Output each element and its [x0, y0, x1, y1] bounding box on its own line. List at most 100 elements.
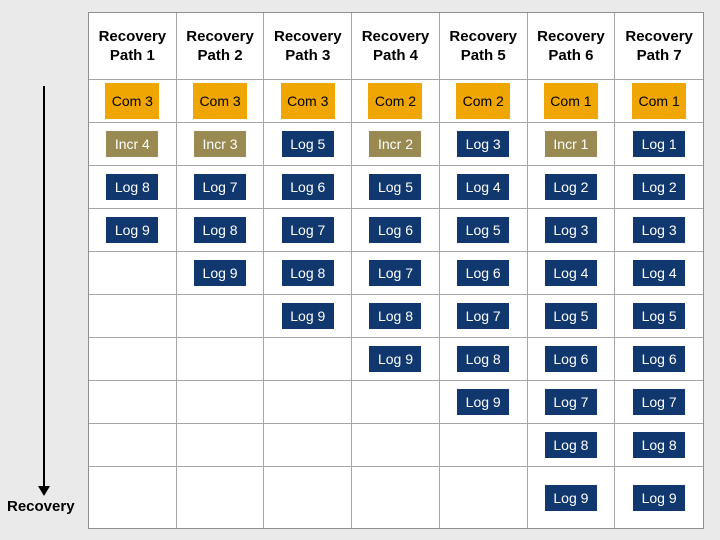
table-cell: Log 6: [264, 166, 353, 209]
table-cell: Incr 3: [176, 123, 265, 166]
log-box: Log 9: [369, 346, 422, 372]
table-cell: Incr 2: [352, 123, 440, 166]
table-cell: Incr 4: [89, 123, 177, 166]
table-cell: Log 8: [176, 209, 265, 252]
table-cell: Log 9: [176, 252, 265, 295]
table-cell: Log 5: [352, 166, 440, 209]
table-cell: Log 3: [615, 209, 703, 252]
table-cell: [439, 424, 528, 467]
log-box: Log 8: [457, 346, 510, 372]
log-box: Log 6: [457, 260, 510, 286]
table-cell: [89, 338, 177, 381]
com-box: Com 1: [632, 83, 687, 119]
com-box: Com 3: [105, 83, 160, 119]
log-box: Log 6: [369, 217, 422, 243]
table-cell: Log 9: [439, 381, 528, 424]
table-cell: Log 2: [615, 166, 703, 209]
log-box: Log 7: [281, 217, 334, 243]
table-cell: [176, 424, 265, 467]
table-cell: Log 3: [439, 123, 528, 166]
table-cell: [89, 381, 177, 424]
column-header: Recovery Path 1: [89, 13, 177, 80]
log-box: Log 9: [633, 484, 686, 511]
log-box: Log 7: [457, 303, 510, 329]
table-cell: Log 2: [527, 166, 616, 209]
table-cell: Log 5: [264, 123, 353, 166]
log-box: Log 8: [633, 432, 686, 458]
log-box: Log 7: [194, 174, 247, 200]
table-cell: Log 6: [352, 209, 440, 252]
log-box: Log 8: [544, 432, 597, 458]
table-cell: Log 9: [89, 209, 177, 252]
table-cell: [89, 295, 177, 338]
table-cell: Log 8: [89, 166, 177, 209]
table-cell: [176, 295, 265, 338]
table-cell: Log 5: [439, 209, 528, 252]
table-cell: [177, 467, 265, 528]
table-cell: Com 3: [264, 80, 353, 123]
log-box: Log 9: [457, 389, 510, 415]
log-box: Log 3: [544, 217, 597, 243]
log-box: Log 5: [633, 303, 686, 329]
table-cell: Incr 1: [527, 123, 616, 166]
table-cell: [352, 381, 440, 424]
table-cell: Log 6: [615, 338, 703, 381]
log-box: Log 2: [544, 174, 597, 200]
table-cell: Log 3: [527, 209, 616, 252]
table-cell: Com 2: [352, 80, 440, 123]
com-box: Com 3: [193, 83, 248, 119]
log-box: Log 3: [457, 131, 510, 157]
log-box: Log 8: [106, 174, 159, 200]
table-cell: Log 7: [176, 166, 265, 209]
log-box: Log 6: [544, 346, 597, 372]
table-cell: Log 9: [264, 295, 353, 338]
table-cell: Com 1: [615, 80, 703, 123]
com-box: Com 2: [368, 83, 423, 119]
table-cell: [89, 467, 177, 528]
column-header: Recovery Path 7: [615, 13, 703, 80]
log-box: Log 8: [369, 303, 422, 329]
table-cell: Log 9: [352, 338, 440, 381]
log-box: Log 7: [633, 389, 686, 415]
recovery-paths-table: Recovery Path 1 Recovery Path 2 Recovery P…: [88, 12, 704, 529]
column-header: Recovery Path 4: [352, 13, 440, 80]
table-cell: [264, 338, 353, 381]
log-box: Log 5: [544, 303, 597, 329]
table-cell: Log 8: [439, 338, 528, 381]
column-header: Recovery Path 3: [264, 13, 353, 80]
log-box: Log 2: [633, 174, 686, 200]
table-cell: Log 5: [615, 295, 703, 338]
recovery-arrow-line: [43, 86, 45, 486]
table-cell: Com 3: [176, 80, 265, 123]
table-cell: Log 6: [527, 338, 616, 381]
table-cell: [352, 467, 440, 528]
table-cell: [176, 338, 265, 381]
table-cell: Log 8: [264, 252, 353, 295]
table-cell: Com 1: [527, 80, 616, 123]
table-cell: [264, 381, 353, 424]
log-box: Log 7: [369, 260, 422, 286]
table-cell: Log 7: [615, 381, 703, 424]
log-box: Log 9: [106, 217, 159, 243]
recovery-axis-label: Recovery: [7, 498, 75, 515]
table-cell: Log 4: [439, 166, 528, 209]
table-cell: Com 3: [89, 80, 177, 123]
log-box: Log 5: [281, 131, 334, 157]
table-cell: Log 8: [527, 424, 616, 467]
table-cell: Log 9: [528, 467, 616, 528]
table-cell: Log 7: [527, 381, 616, 424]
down-arrow-icon: [38, 486, 50, 496]
table-cell: [264, 467, 353, 528]
table-cell: Log 9: [615, 467, 703, 528]
log-box: Log 9: [544, 484, 597, 511]
log-box: Log 1: [633, 131, 686, 157]
log-box: Log 8: [281, 260, 334, 286]
log-box: Log 3: [633, 217, 686, 243]
table-cell: Log 7: [439, 295, 528, 338]
log-box: Log 5: [369, 174, 422, 200]
column-header: Recovery Path 2: [176, 13, 265, 80]
incr-box: Incr 2: [369, 131, 422, 157]
table-cell: Log 4: [527, 252, 616, 295]
table-cell: [352, 424, 440, 467]
incr-box: Incr 4: [106, 131, 159, 157]
